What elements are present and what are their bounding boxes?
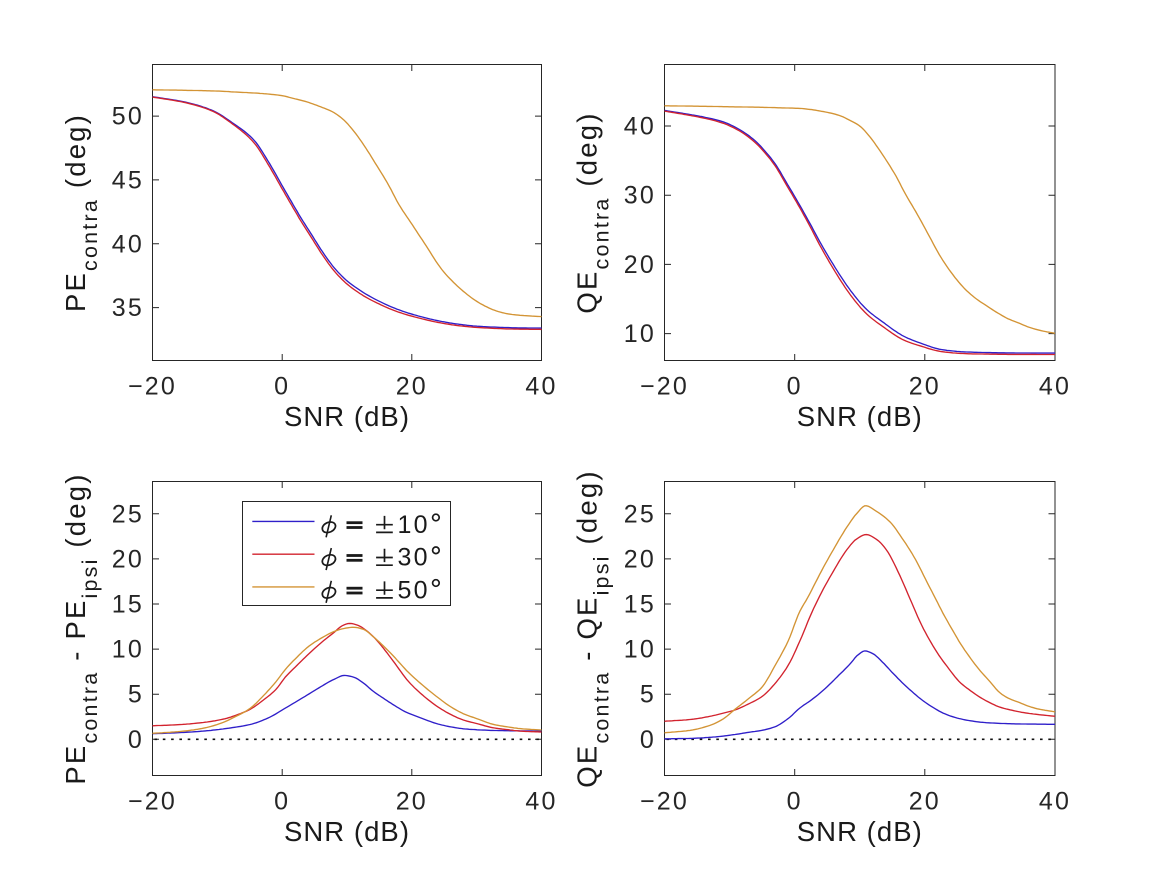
svg-text:40: 40 <box>525 788 557 816</box>
svg-text:20: 20 <box>909 788 941 816</box>
svg-text:0: 0 <box>787 373 803 401</box>
svg-text:10: 10 <box>624 636 656 664</box>
svg-text:25: 25 <box>112 500 144 528</box>
svg-text:40: 40 <box>1039 788 1071 816</box>
svg-text:20: 20 <box>396 373 428 401</box>
svg-text:SNR (dB): SNR (dB) <box>284 816 410 847</box>
svg-text:20: 20 <box>396 788 428 816</box>
svg-text:50: 50 <box>112 103 144 131</box>
svg-text:SNR (dB): SNR (dB) <box>284 401 410 432</box>
svg-text:0: 0 <box>787 788 803 816</box>
svg-text:0: 0 <box>640 726 656 754</box>
svg-text:20: 20 <box>624 545 656 573</box>
svg-text:50: 50 <box>398 576 430 604</box>
svg-text:SNR (dB): SNR (dB) <box>797 401 923 432</box>
svg-text:40: 40 <box>1039 373 1071 401</box>
svg-text:10: 10 <box>624 320 656 348</box>
svg-text:10: 10 <box>112 636 144 664</box>
svg-text:35: 35 <box>112 294 144 322</box>
svg-text:PEcontra (deg): PEcontra (deg) <box>60 113 102 312</box>
svg-text:15: 15 <box>624 591 656 619</box>
svg-text:PEcontra - PEipsi (deg): PEcontra - PEipsi (deg) <box>60 472 102 784</box>
svg-text:20: 20 <box>112 545 144 573</box>
svg-text:5: 5 <box>640 681 656 709</box>
svg-text:−20: −20 <box>640 373 689 401</box>
svg-text:0: 0 <box>274 788 290 816</box>
svg-text:30: 30 <box>624 182 656 210</box>
svg-text:−20: −20 <box>640 788 689 816</box>
svg-text:−20: −20 <box>128 788 177 816</box>
svg-text:30: 30 <box>398 544 430 572</box>
svg-text:10: 10 <box>398 511 430 539</box>
svg-text:25: 25 <box>624 500 656 528</box>
svg-text:−20: −20 <box>128 373 177 401</box>
svg-text:0: 0 <box>274 373 290 401</box>
svg-text:QEcontra - QEipsi (deg): QEcontra - QEipsi (deg) <box>572 469 614 787</box>
svg-text:40: 40 <box>525 373 557 401</box>
svg-text:40: 40 <box>624 113 656 141</box>
svg-text:15: 15 <box>112 591 144 619</box>
svg-text:5: 5 <box>128 681 144 709</box>
svg-text:QEcontra (deg): QEcontra (deg) <box>572 111 614 313</box>
svg-text:0: 0 <box>128 726 144 754</box>
svg-text:SNR (dB): SNR (dB) <box>797 816 923 847</box>
svg-text:20: 20 <box>624 251 656 279</box>
svg-text:40: 40 <box>112 230 144 258</box>
svg-text:20: 20 <box>909 373 941 401</box>
svg-text:45: 45 <box>112 166 144 194</box>
